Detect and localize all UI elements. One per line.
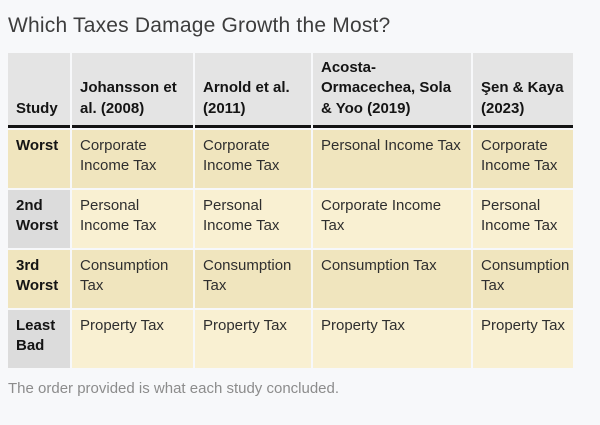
table-row-least-bad: Least Bad Property Tax Property Tax Prop… [8,309,573,368]
table-cell: Property Tax [72,309,193,368]
table-cell: Personal Income Tax [313,129,471,188]
table-cell: Property Tax [195,309,311,368]
table-cell: Property Tax [473,309,573,368]
table-cell: Corporate Income Tax [195,129,311,188]
column-header-study: Study [8,53,70,128]
row-label: 2nd Worst [8,189,70,248]
table-row-3rd-worst: 3rd Worst Consumption Tax Consumption Ta… [8,249,573,308]
page-title: Which Taxes Damage Growth the Most? [8,14,391,37]
table-cell: Corporate Income Tax [72,129,193,188]
table-cell: Corporate Income Tax [473,129,573,188]
tax-ranking-table: Study Johansson et al. (2008) Arnold et … [6,51,575,370]
table-cell: Consumption Tax [473,249,573,308]
row-label: Worst [8,129,70,188]
table-cell: Property Tax [313,309,471,368]
table-cell: Personal Income Tax [72,189,193,248]
column-header-johansson-2008: Johansson et al. (2008) [72,53,193,128]
footnote: The order provided is what each study co… [8,379,340,397]
table-cell: Personal Income Tax [195,189,311,248]
table-row-2nd-worst: 2nd Worst Personal Income Tax Personal I… [8,189,573,248]
header-row: Study Johansson et al. (2008) Arnold et … [8,53,573,128]
row-label: 3rd Worst [8,249,70,308]
table-cell: Consumption Tax [195,249,311,308]
column-header-acosta-ormacechea-2019: Acosta-Ormacechea, Sola & Yoo (2019) [313,53,471,128]
table-row-worst: Worst Corporate Income Tax Corporate Inc… [8,129,573,188]
table-cell: Corporate Income Tax [313,189,471,248]
table-cell: Personal Income Tax [473,189,573,248]
row-label: Least Bad [8,309,70,368]
column-header-sen-kaya-2023: Şen & Kaya (2023) [473,53,573,128]
table-cell: Consumption Tax [313,249,471,308]
table-cell: Consumption Tax [72,249,193,308]
column-header-arnold-2011: Arnold et al. (2011) [195,53,311,128]
